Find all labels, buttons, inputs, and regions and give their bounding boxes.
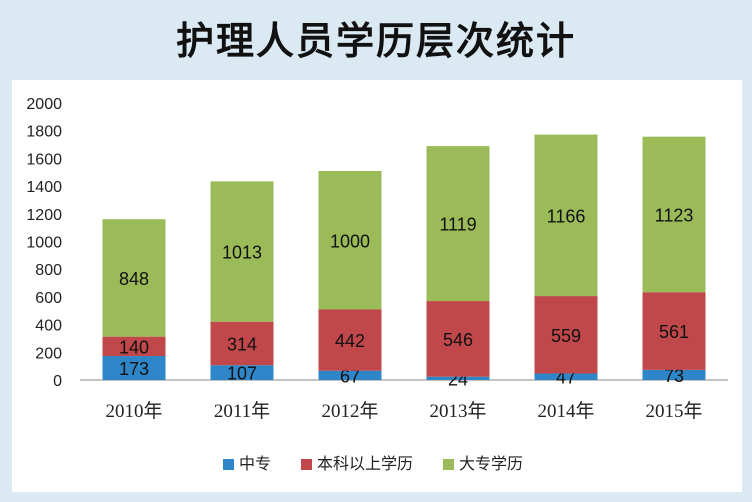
bar-segment <box>102 356 166 380</box>
bar-segment <box>318 370 382 380</box>
x-tick-label: 2015年 <box>645 400 702 422</box>
data-label: 1000 <box>330 231 370 251</box>
data-label: 559 <box>551 326 581 346</box>
bar-segment <box>534 134 598 297</box>
bar-segment <box>642 292 706 370</box>
x-tick-label: 2014年 <box>537 400 594 422</box>
y-tick-label: 200 <box>35 345 62 362</box>
bar-segment <box>318 171 382 310</box>
legend-label: 中专 <box>239 454 271 473</box>
y-tick-label: 0 <box>53 373 62 390</box>
data-label: 73 <box>664 366 684 386</box>
data-label: 107 <box>227 364 257 384</box>
y-tick-label: 1400 <box>26 179 62 196</box>
bar-segment <box>426 146 490 302</box>
data-label: 67 <box>340 366 360 386</box>
bar-segment <box>642 369 706 380</box>
bar-segment <box>102 219 166 337</box>
x-tick-label: 2010年 <box>105 400 162 422</box>
y-tick-label: 600 <box>35 290 62 307</box>
bar-segment <box>642 136 706 293</box>
y-tick-label: 1000 <box>26 235 62 252</box>
y-tick-label: 1200 <box>26 207 62 224</box>
bar-segment <box>534 296 598 374</box>
legend-swatch <box>223 459 234 470</box>
bar-segment <box>426 301 490 377</box>
bar-segment <box>210 181 274 322</box>
data-label: 848 <box>119 269 149 289</box>
bar-segment <box>426 376 490 380</box>
y-tick-label: 2000 <box>26 96 62 113</box>
bar-segment <box>318 309 382 371</box>
legend-swatch <box>301 459 312 470</box>
data-label: 1013 <box>222 243 262 263</box>
data-label: 546 <box>443 330 473 350</box>
bar-segment <box>210 365 274 380</box>
y-tick-label: 1600 <box>26 151 62 168</box>
data-label: 140 <box>119 337 149 357</box>
data-label: 561 <box>659 322 689 342</box>
data-label: 1119 <box>439 215 476 235</box>
legend-label: 本科以上学历 <box>317 454 413 473</box>
x-tick-label: 2011年 <box>214 400 270 422</box>
chart-title: 护理人员学历层次统计 <box>175 18 576 63</box>
data-label: 442 <box>335 331 365 351</box>
bar-segment <box>102 336 166 357</box>
data-label: 314 <box>227 334 257 354</box>
bar-segment <box>210 321 274 366</box>
bar-segment <box>534 373 598 380</box>
y-tick-label: 1800 <box>26 124 62 141</box>
y-tick-label: 800 <box>35 262 62 279</box>
legend-swatch <box>443 459 454 470</box>
x-tick-label: 2012年 <box>321 400 378 422</box>
y-tick-label: 400 <box>35 318 62 335</box>
legend-label: 大专学历 <box>459 454 523 473</box>
data-label: 1123 <box>655 205 694 225</box>
data-label: 1166 <box>547 206 586 226</box>
x-tick-label: 2013年 <box>429 400 486 422</box>
data-label: 173 <box>119 359 149 379</box>
